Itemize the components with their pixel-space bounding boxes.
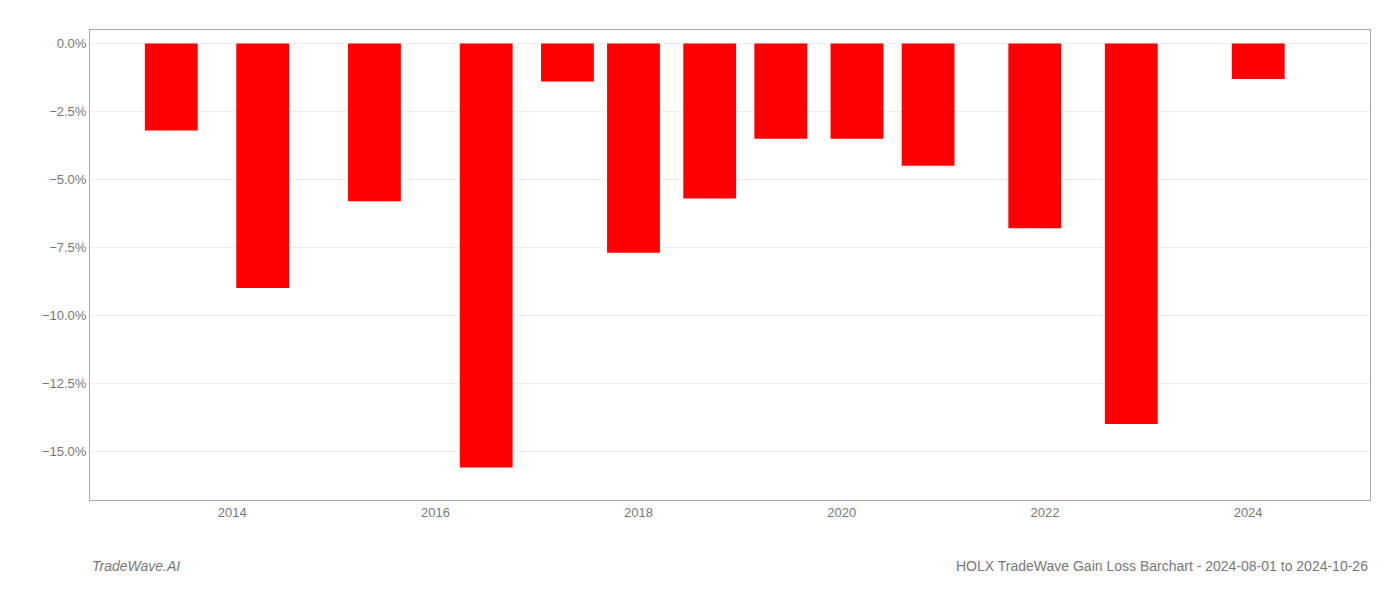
svg-text:2020: 2020 bbox=[827, 505, 856, 520]
svg-text:HOLX TradeWave Gain Loss Barch: HOLX TradeWave Gain Loss Barchart - 2024… bbox=[956, 558, 1368, 574]
svg-text:2014: 2014 bbox=[218, 505, 247, 520]
svg-text:TradeWave.AI: TradeWave.AI bbox=[92, 558, 180, 574]
svg-text:2024: 2024 bbox=[1234, 505, 1263, 520]
svg-text:2016: 2016 bbox=[421, 505, 450, 520]
svg-text:0.0%: 0.0% bbox=[57, 36, 87, 51]
svg-text:−7.5%: −7.5% bbox=[49, 240, 87, 255]
svg-text:−5.0%: −5.0% bbox=[49, 172, 87, 187]
svg-text:−10.0%: −10.0% bbox=[42, 308, 87, 323]
svg-text:−2.5%: −2.5% bbox=[49, 104, 87, 119]
svg-text:2022: 2022 bbox=[1030, 505, 1059, 520]
svg-text:2018: 2018 bbox=[624, 505, 653, 520]
svg-text:−12.5%: −12.5% bbox=[42, 376, 87, 391]
svg-text:−15.0%: −15.0% bbox=[42, 444, 87, 459]
